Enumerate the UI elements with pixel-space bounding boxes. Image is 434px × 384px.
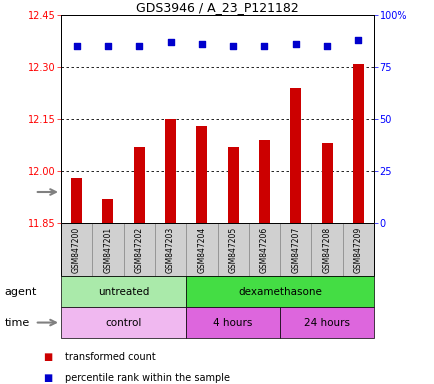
Point <box>104 43 111 50</box>
Text: control: control <box>105 318 141 328</box>
Bar <box>133 147 145 223</box>
Point <box>135 43 142 50</box>
Bar <box>61 223 92 276</box>
Point <box>323 43 330 50</box>
Bar <box>311 223 342 276</box>
Title: GDS3946 / A_23_P121182: GDS3946 / A_23_P121182 <box>136 1 298 14</box>
Text: GSM847207: GSM847207 <box>291 227 299 273</box>
Text: GSM847201: GSM847201 <box>103 227 112 273</box>
Bar <box>352 64 363 223</box>
Text: GSM847203: GSM847203 <box>166 227 174 273</box>
Text: agent: agent <box>4 287 36 297</box>
Point <box>260 43 267 50</box>
Bar <box>61 276 186 307</box>
Bar <box>186 276 373 307</box>
Bar <box>227 147 238 223</box>
Bar <box>279 223 311 276</box>
Point <box>229 43 236 50</box>
Bar <box>279 307 373 338</box>
Bar <box>289 88 301 223</box>
Text: dexamethasone: dexamethasone <box>238 287 321 297</box>
Text: ■: ■ <box>43 373 53 383</box>
Bar <box>217 223 248 276</box>
Bar <box>342 223 373 276</box>
Bar <box>186 307 279 338</box>
Text: GSM847202: GSM847202 <box>135 227 143 273</box>
Text: GSM847200: GSM847200 <box>72 227 81 273</box>
Point <box>354 37 361 43</box>
Bar <box>123 223 155 276</box>
Point <box>167 39 174 45</box>
Text: untreated: untreated <box>98 287 149 297</box>
Point <box>292 41 299 48</box>
Bar <box>102 199 113 223</box>
Bar <box>258 140 270 223</box>
Text: GSM847204: GSM847204 <box>197 227 206 273</box>
Bar <box>186 223 217 276</box>
Bar <box>155 223 186 276</box>
Bar <box>61 307 186 338</box>
Text: 4 hours: 4 hours <box>213 318 252 328</box>
Text: GSM847206: GSM847206 <box>260 227 268 273</box>
Text: time: time <box>4 318 30 328</box>
Bar <box>164 119 176 223</box>
Text: GSM847208: GSM847208 <box>322 227 331 273</box>
Bar <box>248 223 279 276</box>
Text: GSM847209: GSM847209 <box>353 227 362 273</box>
Point <box>198 41 205 48</box>
Bar <box>92 223 123 276</box>
Text: ■: ■ <box>43 352 53 362</box>
Text: percentile rank within the sample: percentile rank within the sample <box>65 373 230 383</box>
Text: GSM847205: GSM847205 <box>228 227 237 273</box>
Text: 24 hours: 24 hours <box>303 318 349 328</box>
Point <box>73 43 80 50</box>
Bar <box>71 178 82 223</box>
Text: transformed count: transformed count <box>65 352 156 362</box>
Bar <box>196 126 207 223</box>
Bar <box>321 143 332 223</box>
